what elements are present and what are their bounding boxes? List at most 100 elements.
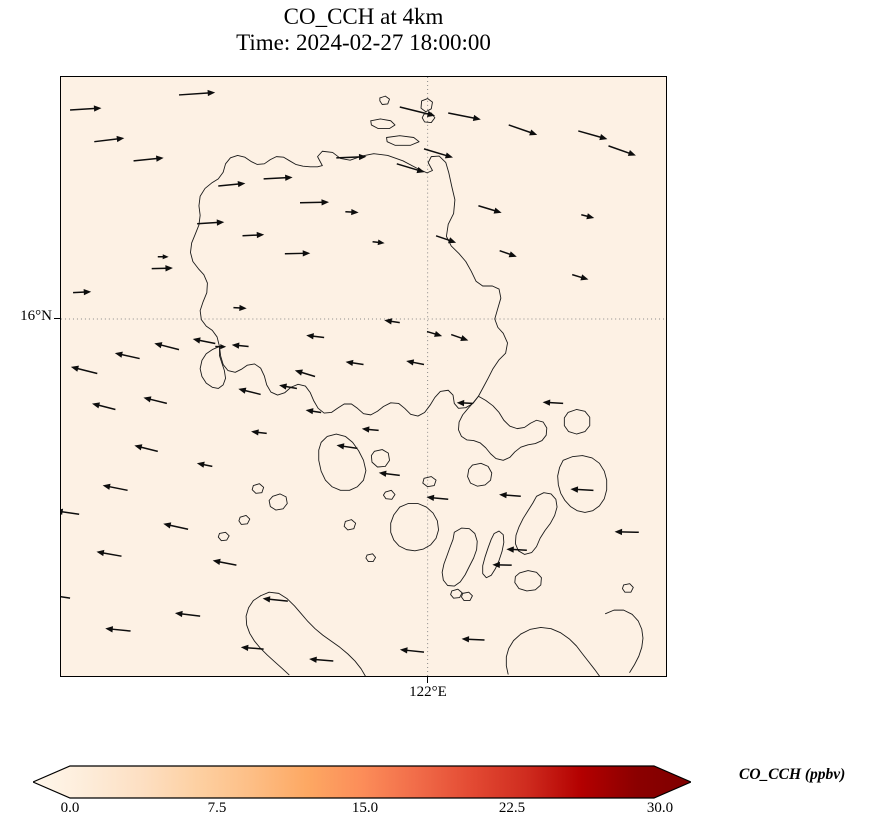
wind-arrow-head xyxy=(207,89,216,97)
colorbar-gradient xyxy=(33,765,691,799)
wind-arrow-shaft xyxy=(431,496,449,501)
wind-arrow-head xyxy=(196,461,205,468)
coastline-segment xyxy=(557,455,608,513)
map-canvas xyxy=(61,77,666,676)
wind-arrow-head xyxy=(240,644,249,651)
wind-arrow-shaft xyxy=(575,488,594,492)
wind-arrow-head xyxy=(361,426,370,433)
wind-arrow-head xyxy=(96,549,105,557)
colorbar-tick-3: 22.5 xyxy=(498,800,526,816)
coastline-segment xyxy=(318,433,367,491)
wind-arrow-head xyxy=(456,399,465,407)
coastline-segment xyxy=(260,591,366,676)
wind-arrow-shaft xyxy=(237,344,249,348)
coastline-segment xyxy=(251,483,265,494)
wind-arrow-head xyxy=(238,387,247,394)
wind-arrow-head xyxy=(154,342,163,349)
wind-arrow-head xyxy=(306,333,314,340)
wind-arrow-shaft xyxy=(139,446,158,453)
wind-arrow-head xyxy=(614,528,623,536)
wind-arrow-head xyxy=(212,558,221,565)
colorbar-tick-labels: 0.0 7.5 15.0 22.5 30.0 xyxy=(0,800,888,824)
coastline-segment xyxy=(370,449,390,468)
wind-arrow-shaft xyxy=(405,649,425,653)
wind-arrow-head xyxy=(294,369,303,376)
wind-arrow-shaft xyxy=(159,343,180,351)
wind-arrow-head xyxy=(416,166,425,174)
wind-arrow-head xyxy=(262,596,271,603)
wind-arrow-shaft xyxy=(450,333,464,340)
wind-arrow-head xyxy=(279,383,287,390)
wind-arrow-head xyxy=(461,636,470,643)
wind-arrow-shaft xyxy=(101,551,122,557)
wind-arrow-shaft xyxy=(478,205,497,212)
wind-arrow-head xyxy=(61,508,64,515)
colorbar-tick-4: 30.0 xyxy=(646,800,674,816)
coastline-segment xyxy=(379,95,390,105)
wind-arrow-shaft xyxy=(178,92,210,96)
wind-arrow-shaft xyxy=(336,156,361,159)
coastline-segment xyxy=(217,531,230,542)
colorbar-tick-2: 15.0 xyxy=(351,800,379,816)
wind-arrow-shaft xyxy=(110,628,131,632)
coastline-segment xyxy=(505,633,522,675)
wind-arrow-shaft xyxy=(608,145,631,155)
wind-arrow-shaft xyxy=(242,234,259,237)
wind-arrow-shaft xyxy=(73,291,86,294)
coastline-segment xyxy=(441,527,478,587)
wind-arrow-shaft xyxy=(367,428,379,432)
wind-arrow-shaft xyxy=(341,445,358,450)
wind-arrow-head xyxy=(251,429,259,436)
wind-arrow-head xyxy=(239,304,247,312)
wind-arrow-head xyxy=(134,444,143,451)
wind-arrow-head xyxy=(384,318,393,325)
coastline-segment xyxy=(422,476,437,488)
wind-arrow-head xyxy=(192,337,201,344)
colorbar-label: CO_CCH (ppbv) xyxy=(739,766,846,783)
wind-arrow-head xyxy=(542,399,551,406)
wind-arrow-head xyxy=(143,396,152,403)
wind-arrow-head xyxy=(472,114,481,122)
coastline-segment xyxy=(382,489,396,500)
coastline-segment xyxy=(461,591,473,602)
wind-arrow-head xyxy=(237,180,246,188)
coastline-segment xyxy=(514,492,558,555)
wind-arrow-head xyxy=(256,231,265,239)
wind-vector-field xyxy=(61,89,639,663)
coastline-segment xyxy=(343,519,357,531)
wind-arrow-shaft xyxy=(578,130,603,139)
wind-arrow-head xyxy=(336,443,345,450)
coastline-segment xyxy=(386,135,420,146)
wind-arrow-head xyxy=(377,239,385,246)
wind-arrow-head xyxy=(426,494,435,501)
wind-arrow-shaft xyxy=(284,385,298,390)
wind-arrow-shaft xyxy=(351,361,364,366)
wind-arrow-shaft xyxy=(311,335,325,339)
colorbar xyxy=(33,764,691,800)
wind-arrow-head xyxy=(508,251,517,258)
wind-arrow-shaft xyxy=(504,494,521,498)
wind-arrow-head xyxy=(627,150,636,156)
ytick-mark xyxy=(54,318,60,320)
ytick-label-16n: 16°N xyxy=(20,308,52,324)
wind-arrow-head xyxy=(399,647,408,654)
wind-arrow-head xyxy=(586,213,595,220)
coastlines xyxy=(190,95,644,676)
wind-arrow-shaft xyxy=(148,398,168,405)
wind-arrow-shaft xyxy=(243,389,261,396)
wind-arrow-shaft xyxy=(61,510,80,515)
wind-arrow-shaft xyxy=(411,361,425,366)
coastline-segment xyxy=(420,98,433,113)
wind-arrow-head xyxy=(351,208,359,216)
wind-arrow-head xyxy=(305,408,314,415)
wind-arrow-head xyxy=(285,174,293,181)
wind-arrow-shaft xyxy=(107,485,128,492)
wind-arrow-head xyxy=(444,152,454,159)
coastline-segment xyxy=(390,503,440,552)
wind-arrow-head xyxy=(460,335,469,342)
wind-arrow-shaft xyxy=(396,163,420,172)
wind-arrow-shaft xyxy=(467,638,485,641)
wind-arrow-head xyxy=(163,522,172,529)
wind-arrow-shaft xyxy=(571,273,584,279)
wind-arrow-head xyxy=(155,155,164,162)
